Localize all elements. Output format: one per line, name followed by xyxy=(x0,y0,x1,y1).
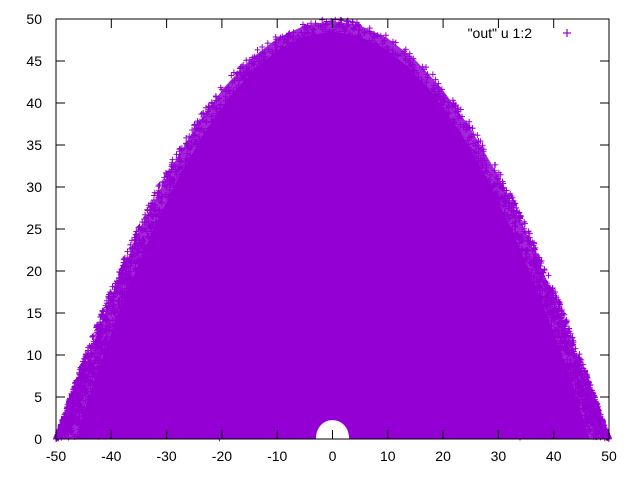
y-tick-label: 30 xyxy=(26,179,42,195)
x-tick-label: 20 xyxy=(435,448,451,464)
x-tick-label: 0 xyxy=(329,448,337,464)
x-tick-label: -30 xyxy=(156,448,176,464)
y-tick-label: 25 xyxy=(26,221,42,237)
y-tick-label: 40 xyxy=(26,95,42,111)
legend-label: "out" u 1:2 xyxy=(468,25,533,41)
points-layer xyxy=(53,16,612,442)
legend: "out" u 1:2 xyxy=(468,25,571,41)
origin-gap xyxy=(315,420,350,439)
legend-marker xyxy=(563,29,571,37)
x-tick-label: -40 xyxy=(101,448,121,464)
x-tick-label: 50 xyxy=(601,448,617,464)
x-tick-label: -50 xyxy=(46,448,66,464)
y-tick-label: 10 xyxy=(26,347,42,363)
y-tick-label: 35 xyxy=(26,137,42,153)
x-tick-label: -10 xyxy=(267,448,287,464)
x-tick-label: 10 xyxy=(380,448,396,464)
ticks-layer: -50 -40 -30 -20 -10 0 10 20 30 40 50 0 5 10 15 20 25 30 35… xyxy=(26,11,617,464)
x-tick-label: -20 xyxy=(212,448,232,464)
y-tick-label: 50 xyxy=(26,11,42,27)
x-tick-label: 40 xyxy=(546,448,562,464)
data-region-edge xyxy=(60,21,605,439)
y-tick-label: 15 xyxy=(26,305,42,321)
y-tick-label: 0 xyxy=(34,431,42,447)
x-tick-label: 30 xyxy=(491,448,507,464)
y-tick-label: 45 xyxy=(26,53,42,69)
y-tick-label: 20 xyxy=(26,263,42,279)
y-tick-label: 5 xyxy=(34,389,42,405)
